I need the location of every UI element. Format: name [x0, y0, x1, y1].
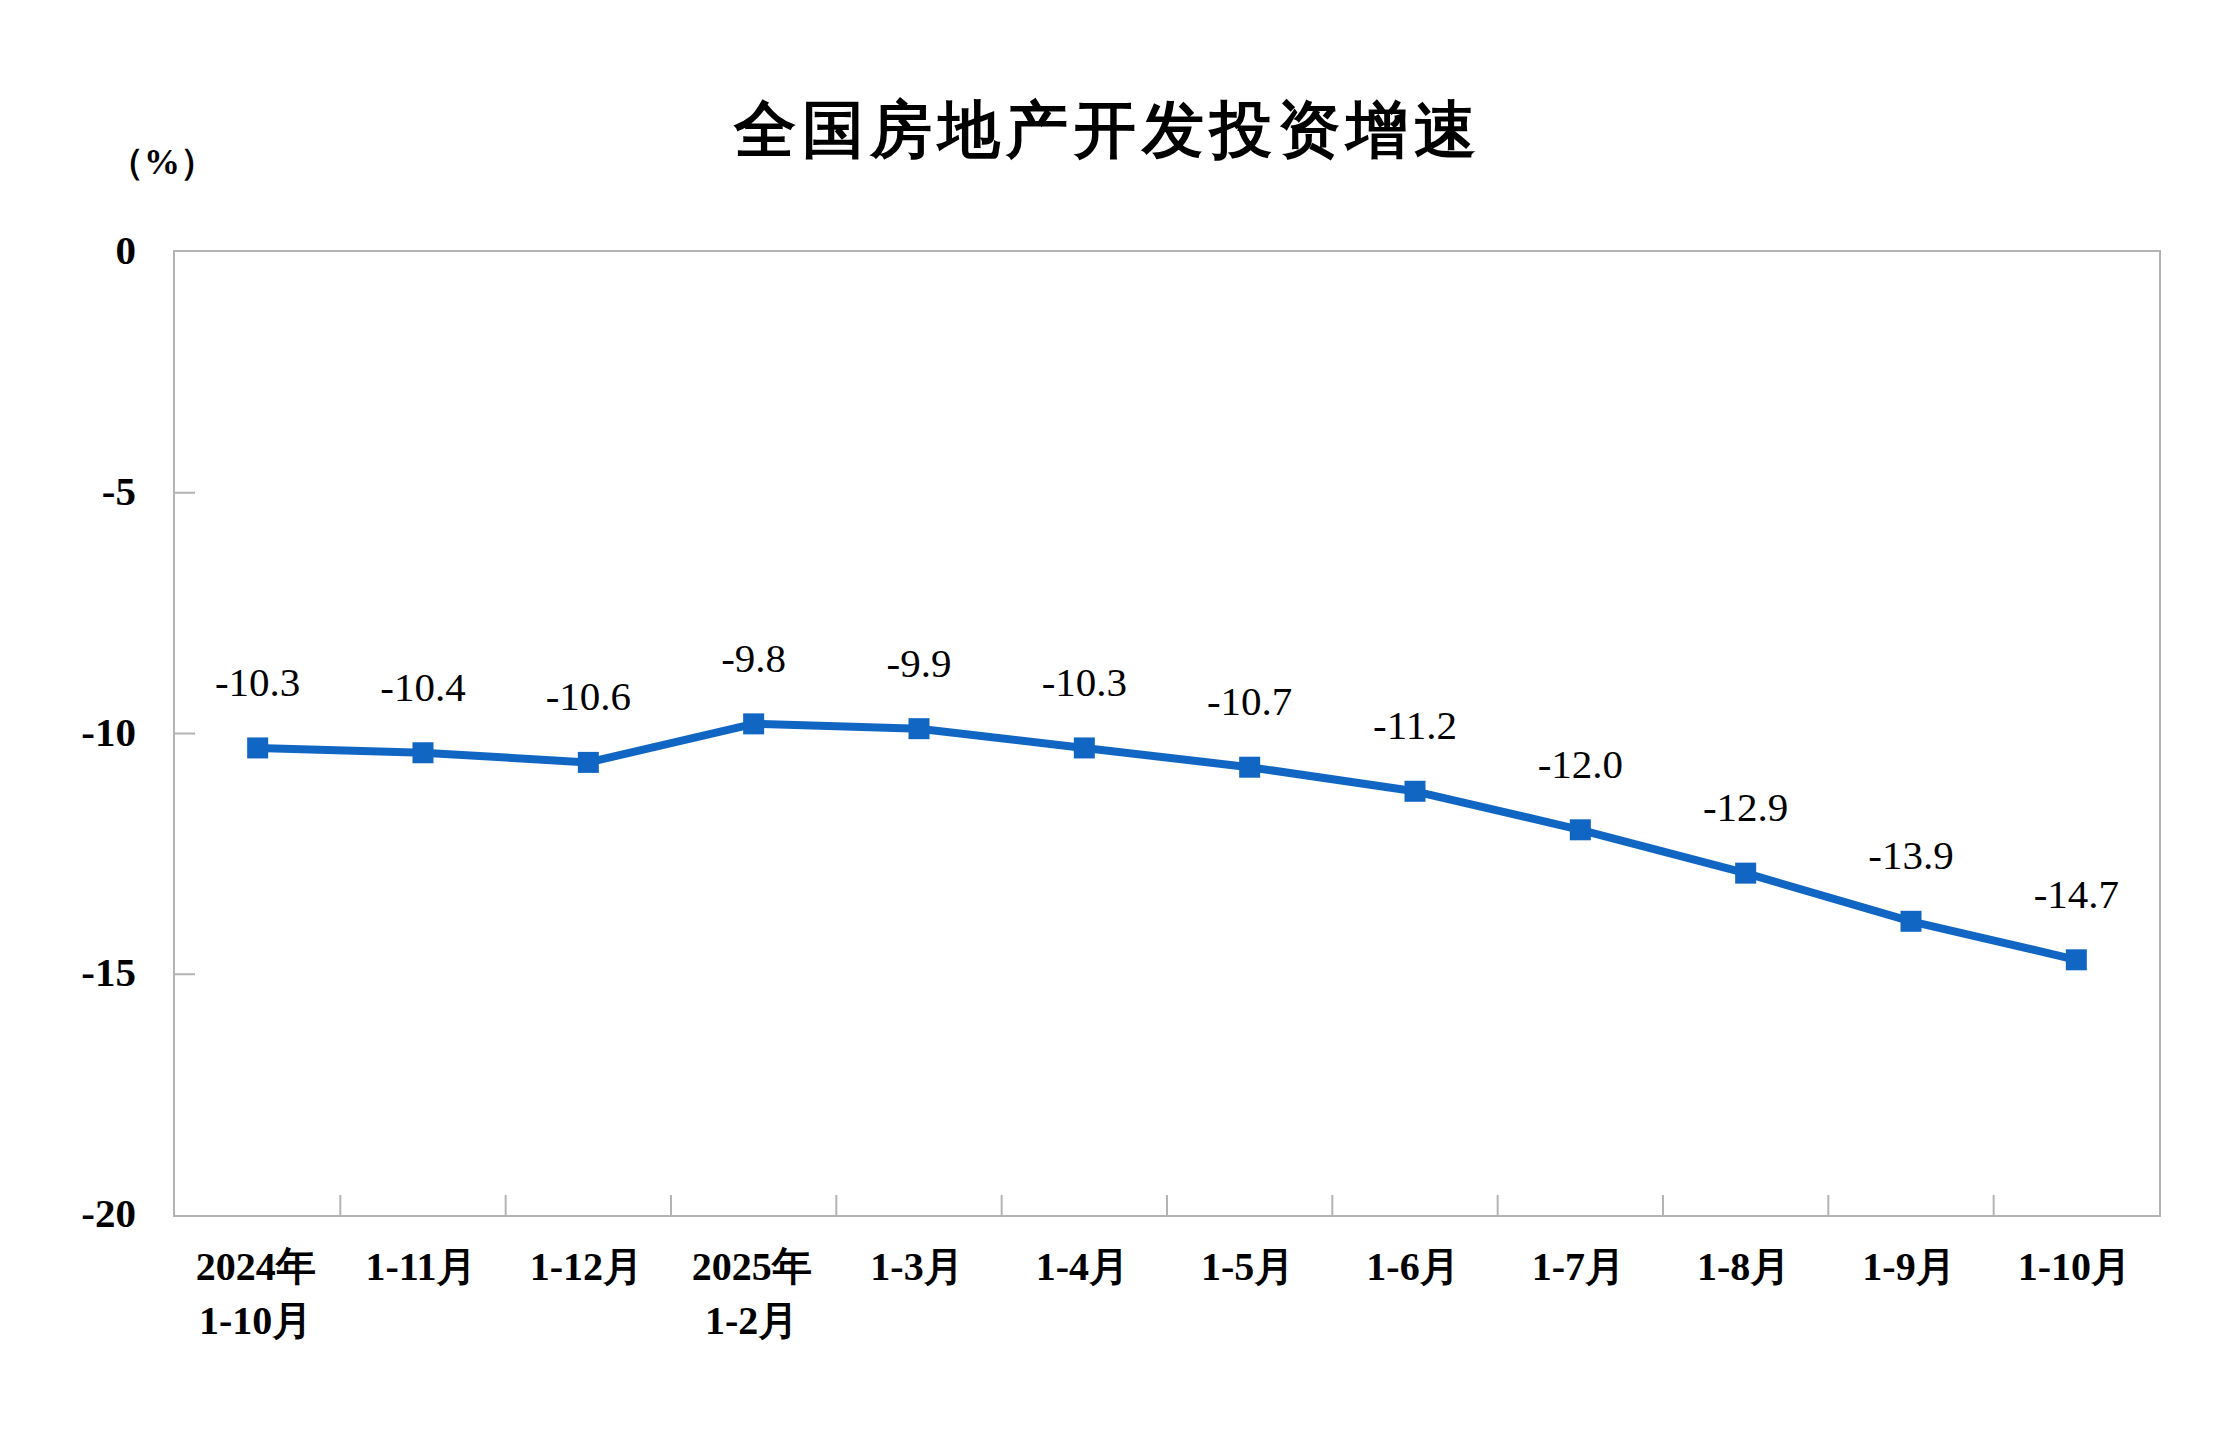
y-axis-tick-label: -5 — [2, 465, 152, 517]
y-axis-tick-label: 0 — [2, 224, 152, 276]
data-label: -11.2 — [1373, 702, 1457, 748]
data-point-marker — [578, 752, 599, 773]
x-axis-tick-label: 1-8月 — [1661, 1240, 1826, 1294]
y-axis-tick-label: -20 — [2, 1187, 152, 1239]
x-axis-tick-label: 1-7月 — [1496, 1240, 1661, 1294]
data-label: -9.8 — [721, 635, 786, 681]
data-point-marker — [1735, 863, 1756, 884]
data-point-marker — [1570, 819, 1591, 840]
data-point-marker — [413, 742, 434, 763]
data-label: -12.0 — [1538, 741, 1623, 787]
data-point-marker — [1239, 757, 1260, 778]
data-label: -9.9 — [887, 640, 952, 686]
x-axis-tick-label: 1-3月 — [834, 1240, 999, 1294]
data-point-marker — [743, 713, 764, 734]
y-axis-unit-label: （%） — [108, 138, 216, 187]
x-axis-tick-label: 1-9月 — [1826, 1240, 1991, 1294]
series-line — [258, 724, 2077, 960]
data-label: -14.7 — [2034, 871, 2119, 917]
x-axis-tick-label: 1-11月 — [338, 1240, 503, 1294]
y-axis-tick-label: -15 — [2, 946, 152, 998]
data-point-marker — [2066, 949, 2087, 970]
y-axis-tick-label: -10 — [2, 706, 152, 758]
x-axis-tick-label: 1-10月 — [1992, 1240, 2157, 1294]
data-label: -10.4 — [380, 664, 465, 710]
data-label: -12.9 — [1703, 784, 1788, 830]
data-point-marker — [247, 737, 268, 758]
x-axis-tick-label: 1-4月 — [1000, 1240, 1165, 1294]
data-label: -10.3 — [1042, 659, 1127, 705]
x-axis-tick-label: 2025年1-2月 — [669, 1240, 834, 1348]
x-axis-tick-label: 2024年1-10月 — [173, 1240, 338, 1348]
data-label: -13.9 — [1868, 832, 1953, 878]
line-chart: -10.3 -10.4 -10.6 -9.8 -9.9 -10.3 -10.7 -11.2 -1… — [175, 252, 2159, 1215]
data-point-marker — [1074, 737, 1095, 758]
chart-title: 全国房地产开发投资增速 — [0, 88, 2216, 172]
data-label: -10.3 — [215, 659, 300, 705]
chart-container: 全国房地产开发投资增速 （%） -10.3-10.4-10.6-9.8-9.9-… — [0, 0, 2216, 1444]
data-point-marker — [909, 718, 930, 739]
plot-area: -10.3 -10.4 -10.6 -9.8 -9.9 -10.3 -10.7 -11.2 -1… — [173, 250, 2161, 1217]
x-axis-tick-label: 1-5月 — [1165, 1240, 1330, 1294]
x-axis-tick-label: 1-12月 — [504, 1240, 669, 1294]
data-point-marker — [1901, 911, 1922, 932]
data-label: -10.6 — [546, 673, 631, 719]
x-axis-tick-label: 1-6月 — [1330, 1240, 1495, 1294]
data-point-marker — [1405, 781, 1426, 802]
data-label: -10.7 — [1207, 678, 1292, 724]
